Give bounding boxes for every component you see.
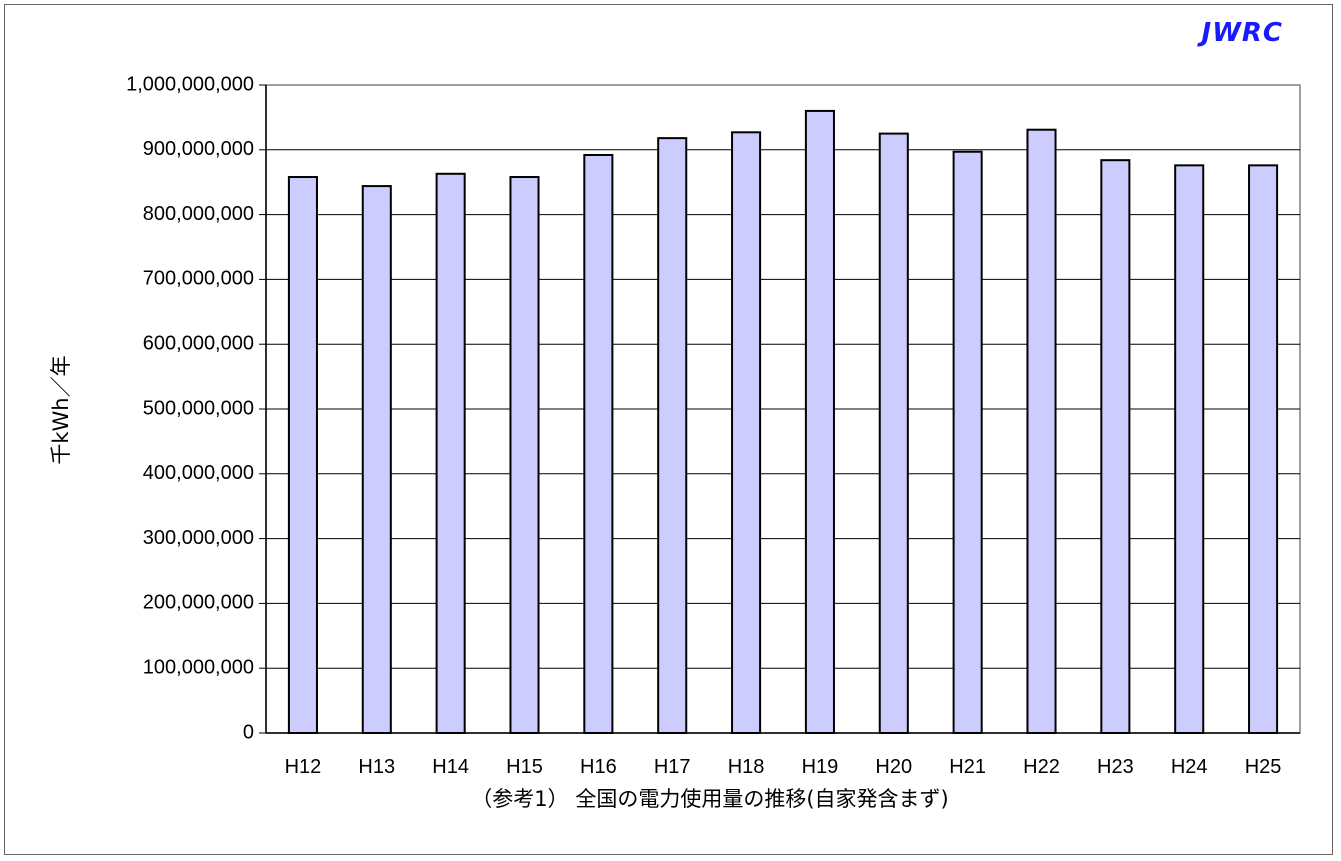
x-tick-label: H21 [949, 756, 986, 778]
y-tick-label: 800,000,000 [143, 203, 254, 225]
bar-H13 [361, 185, 392, 734]
y-tick-label: 400,000,000 [143, 462, 254, 484]
bars [287, 109, 1279, 735]
bar-H16 [583, 153, 614, 734]
y-tick-label: 1,000,000,000 [126, 73, 254, 95]
bar-H17 [657, 137, 688, 735]
y-tick-label: 0 [243, 721, 254, 743]
gridlines [265, 84, 1301, 734]
bar-H14 [435, 172, 466, 734]
x-tick-label: H25 [1245, 756, 1282, 778]
x-axis-ticks: H12 H13 H14 H15 H16 H17 H18 H19 H20 H21 H22 H23 H24 H… [266, 732, 1300, 778]
x-tick-label: H15 [506, 756, 543, 778]
bar-H18 [731, 131, 762, 734]
bar-H20 [878, 132, 909, 735]
x-tick-label: H24 [1171, 756, 1208, 778]
bar-H15 [509, 176, 540, 735]
y-axis-ticks: 0 100,000,000 200,000,000 300,000,000 400,00… [126, 73, 267, 743]
x-tick-label: H20 [875, 756, 912, 778]
x-tick-label: H17 [654, 756, 691, 778]
bar-H12 [287, 176, 318, 735]
bar-H22 [1026, 128, 1057, 735]
x-tick-label: H23 [1097, 756, 1134, 778]
y-tick-label: 300,000,000 [143, 527, 254, 549]
x-tick-label: H19 [802, 756, 839, 778]
y-tick-label: 200,000,000 [143, 592, 254, 614]
brand-logo: JWRC [1201, 18, 1283, 48]
bar-H21 [952, 150, 983, 734]
x-tick-label: H14 [432, 756, 469, 778]
y-tick-label: 100,000,000 [143, 656, 254, 678]
x-tick-label: H22 [1023, 756, 1060, 778]
chart-caption: （参考1） 全国の電力使用量の推移(自家発含まず) [471, 787, 948, 811]
y-tick-label: 700,000,000 [143, 268, 254, 290]
bar-H24 [1174, 164, 1205, 735]
x-tick-label: H12 [285, 756, 322, 778]
bar-H19 [804, 109, 835, 735]
y-tick-label: 500,000,000 [143, 397, 254, 419]
x-tick-label: H13 [358, 756, 395, 778]
y-tick-label: 600,000,000 [143, 332, 254, 354]
bar-H23 [1100, 159, 1131, 734]
y-axis-label: 千kWh／年 [49, 355, 73, 464]
x-tick-label: H16 [580, 756, 617, 778]
x-tick-label: H18 [728, 756, 765, 778]
bar-H25 [1248, 164, 1279, 735]
y-tick-label: 900,000,000 [143, 138, 254, 160]
